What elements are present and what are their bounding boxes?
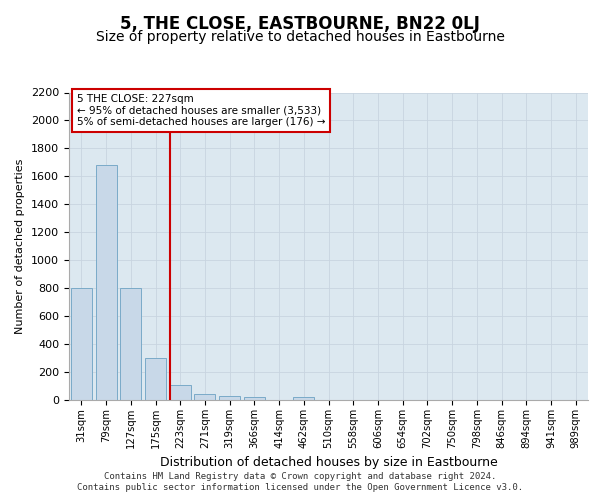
Text: Contains HM Land Registry data © Crown copyright and database right 2024.
Contai: Contains HM Land Registry data © Crown c…: [77, 472, 523, 492]
Bar: [293, 397, 314, 400]
Bar: [71, 288, 92, 400]
Bar: [244, 397, 265, 400]
Text: 5 THE CLOSE: 227sqm
← 95% of detached houses are smaller (3,533)
5% of semi-deta: 5 THE CLOSE: 227sqm ← 95% of detached ho…: [77, 94, 325, 127]
Bar: [95, 165, 116, 400]
Text: Size of property relative to detached houses in Eastbourne: Size of property relative to detached ho…: [95, 30, 505, 44]
Bar: [145, 358, 166, 400]
Bar: [170, 384, 191, 400]
Text: 5, THE CLOSE, EASTBOURNE, BN22 0LJ: 5, THE CLOSE, EASTBOURNE, BN22 0LJ: [120, 15, 480, 33]
Bar: [219, 396, 240, 400]
Y-axis label: Number of detached properties: Number of detached properties: [16, 158, 25, 334]
Bar: [120, 288, 141, 400]
X-axis label: Distribution of detached houses by size in Eastbourne: Distribution of detached houses by size …: [160, 456, 497, 469]
Bar: [194, 394, 215, 400]
